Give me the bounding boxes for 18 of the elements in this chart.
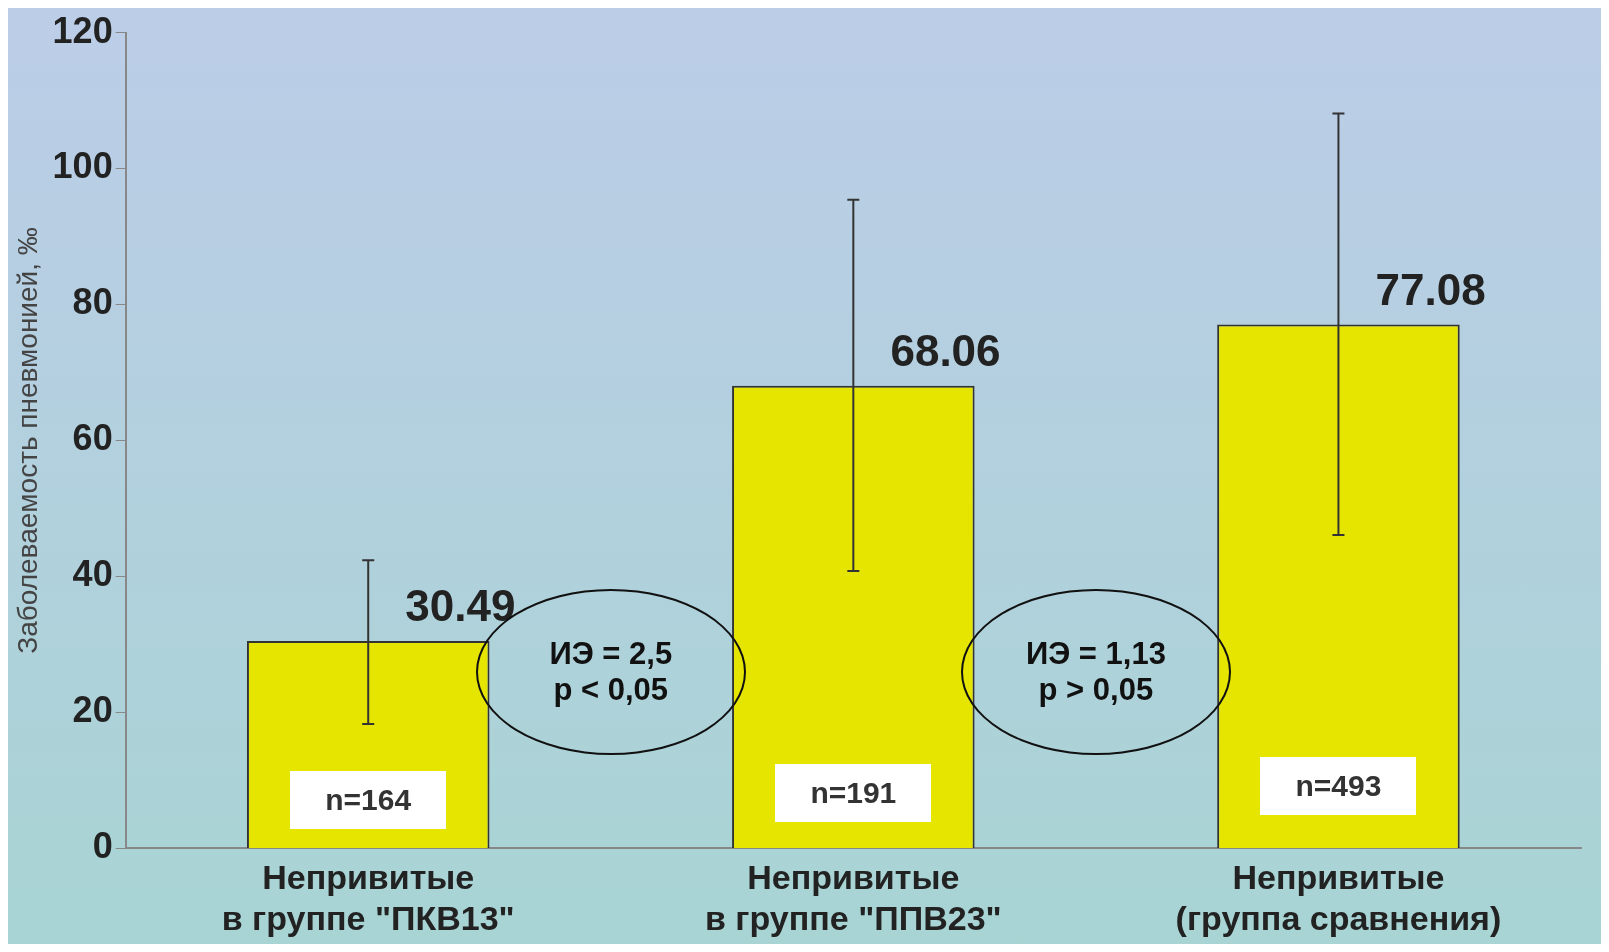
x-tick-label: Непривитые (группа сравнения)	[1175, 858, 1502, 937]
annotation: n=164	[290, 770, 447, 829]
data-label: 77.08	[1375, 264, 1486, 314]
y-tick-label: 20	[72, 689, 113, 731]
data-label: 68.06	[890, 325, 1001, 375]
y-axis-title: Заболеваемость пневмонией, ‰	[11, 227, 43, 654]
y-tick-label: 60	[72, 417, 113, 459]
y-tick-label: 40	[72, 553, 113, 595]
annotation: n=191	[775, 764, 932, 822]
y-tick-label: 120	[52, 9, 113, 51]
x-tick-label: Непривитые в группе "ППВ23"	[705, 858, 1002, 937]
y-tick-label: 0	[92, 825, 113, 867]
ellipse-outline: ИЭ = 1,13 p > 0,05	[960, 588, 1231, 755]
annotation: n=493	[1260, 757, 1417, 816]
y-tick-label: 80	[72, 281, 113, 323]
x-tick-label: Непривитые в группе "ПКВ13"	[221, 858, 515, 937]
data-label: 30.49	[405, 581, 516, 631]
y-tick-label: 100	[52, 145, 113, 187]
